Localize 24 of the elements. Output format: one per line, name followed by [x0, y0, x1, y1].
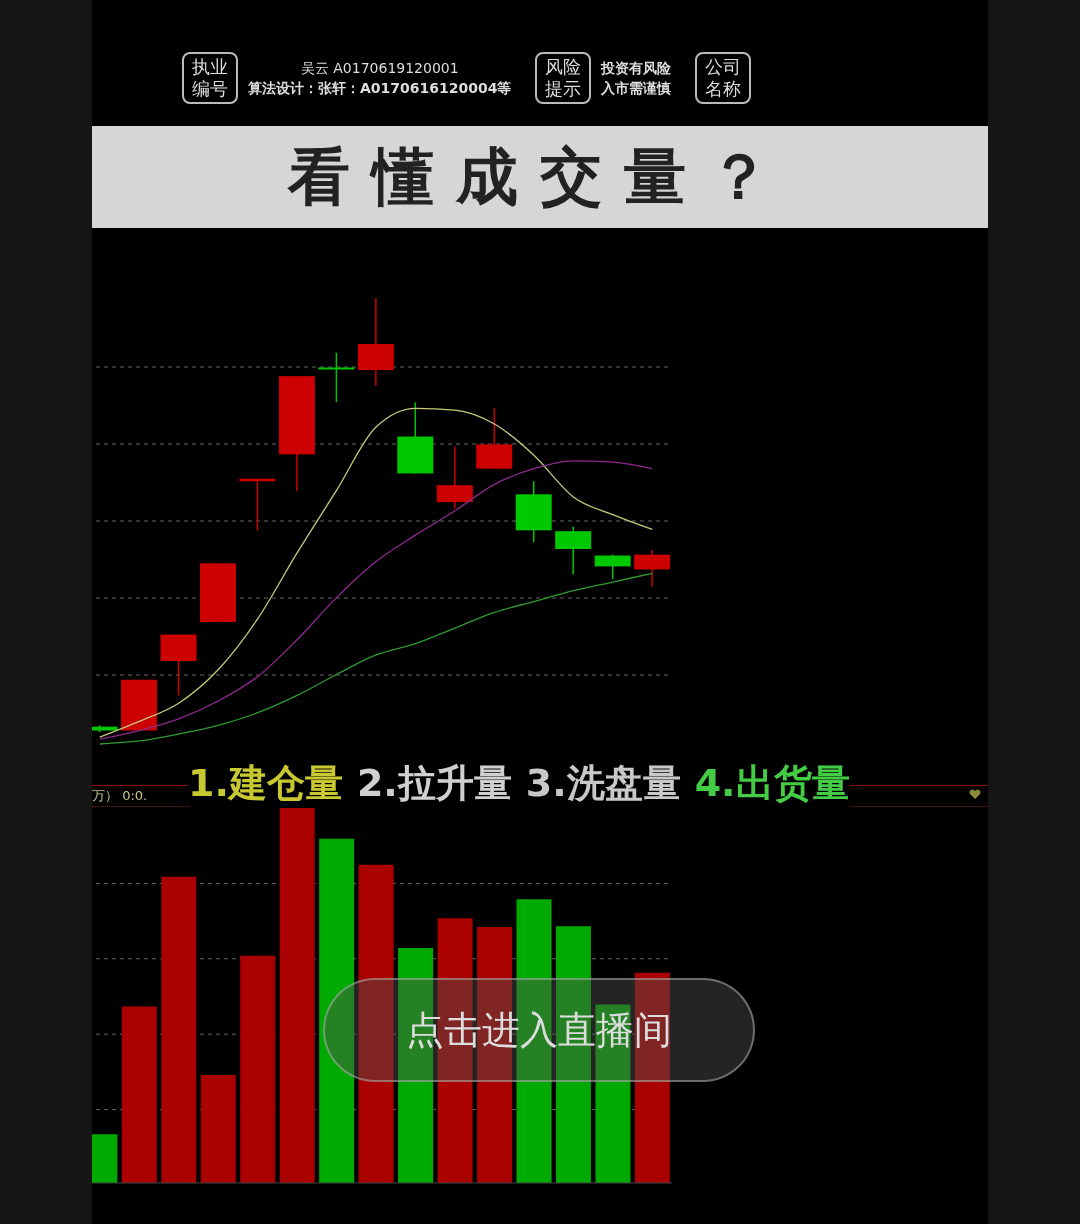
candlestick — [318, 351, 355, 403]
chart-title: 看懂成交量？ — [288, 139, 792, 215]
text: 执业编号 — [182, 52, 238, 104]
bar — [121, 1006, 157, 1183]
bar — [634, 972, 670, 1183]
bar — [200, 1075, 236, 1183]
bar — [161, 876, 197, 1183]
text: 吴云 A0170619120001 — [299, 59, 460, 78]
bar — [358, 864, 394, 1183]
text: 风险提示 — [535, 52, 592, 104]
text: 3.洗盘量 — [525, 760, 681, 807]
text: 投资有风险 — [601, 59, 672, 78]
button[interactable]: 点击进入直播间 — [323, 978, 755, 1082]
annotation: 点击进入直播间 — [406, 1006, 672, 1054]
bar — [319, 838, 355, 1183]
text: 4.出货量 — [694, 760, 850, 807]
text: 1.建仓量 — [188, 760, 343, 807]
text: 算法设计：张轩：A0170616120004等 — [248, 79, 512, 98]
text: 万） 0:0. — [92, 787, 148, 805]
text: 公司名称 — [695, 52, 752, 104]
text: 入市需谨慎 — [601, 79, 672, 98]
text: 2.拉升量 — [356, 760, 512, 807]
bar — [240, 955, 276, 1183]
bar — [279, 808, 315, 1183]
